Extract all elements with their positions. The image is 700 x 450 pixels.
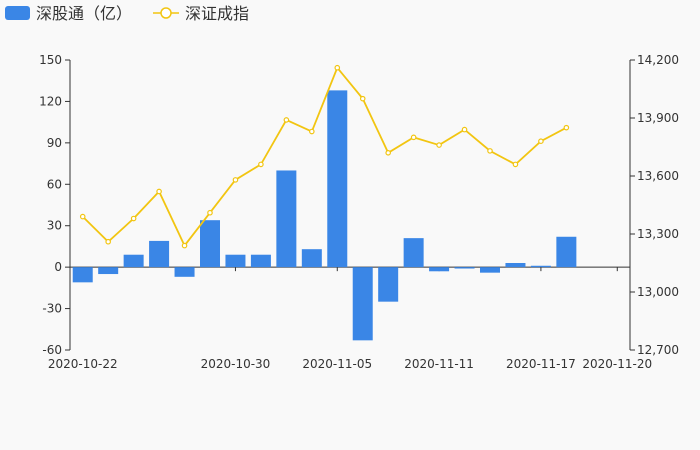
bar xyxy=(200,220,220,268)
bar xyxy=(123,254,144,268)
bar xyxy=(378,267,399,302)
line-series xyxy=(79,64,570,249)
bar xyxy=(225,254,246,268)
y-right-tick-label: 13,900 xyxy=(637,111,679,125)
y-left-tick-label: 90 xyxy=(47,136,62,150)
bar xyxy=(480,267,500,273)
line-point xyxy=(309,128,315,135)
line-point xyxy=(258,161,264,168)
x-tick-label: 2020-11-11 xyxy=(404,357,474,371)
bar xyxy=(149,240,170,268)
line-point xyxy=(283,117,290,123)
y-left-tick-label: 60 xyxy=(47,177,62,191)
legend: 深股通（亿） 深证成指 xyxy=(5,4,249,23)
x-tick-label: 2020-11-05 xyxy=(302,357,372,371)
y-right-tick-label: 12,700 xyxy=(637,343,679,357)
bar xyxy=(429,267,450,272)
line-point xyxy=(207,209,213,216)
bar xyxy=(327,90,348,268)
bar xyxy=(276,170,297,268)
legend-label-line: 深证成指 xyxy=(185,4,249,23)
line-point xyxy=(461,126,468,133)
line-point xyxy=(512,161,519,168)
line-point xyxy=(436,142,442,148)
y-right-tick-label: 13,300 xyxy=(637,227,679,241)
x-tick-label: 2020-10-30 xyxy=(201,357,271,371)
bar xyxy=(250,254,271,268)
line-point xyxy=(156,188,162,195)
legend-label-bar: 深股通（亿） xyxy=(36,4,132,23)
legend-swatch-bar xyxy=(5,6,30,20)
bar xyxy=(98,267,119,275)
y-right-tick-label: 13,000 xyxy=(637,285,679,299)
x-tick-label: 2020-11-20 xyxy=(582,357,652,371)
y-left-tick-label: 120 xyxy=(39,94,62,108)
bar xyxy=(505,263,526,268)
y-left-tick-label: 0 xyxy=(54,260,62,274)
line-point xyxy=(79,213,86,220)
line-point xyxy=(105,238,111,245)
y-right-tick-label: 13,600 xyxy=(637,169,679,183)
y-right-tick-label: 14,200 xyxy=(637,53,679,67)
line-point xyxy=(359,95,366,102)
line-point xyxy=(334,64,341,71)
y-left-tick-label: -60 xyxy=(42,343,62,357)
bar xyxy=(530,265,551,268)
line-point xyxy=(130,215,137,222)
line-point xyxy=(385,150,391,156)
y-left-tick-label: -30 xyxy=(42,302,62,316)
line-point xyxy=(487,148,493,154)
y-left-tick-label: 150 xyxy=(39,53,62,67)
y-left-tick-label: 30 xyxy=(47,219,62,233)
bar-series xyxy=(72,90,577,341)
line-point xyxy=(538,138,544,145)
line-point xyxy=(563,124,570,131)
bar xyxy=(352,267,373,341)
bar xyxy=(454,267,475,269)
line-point xyxy=(232,177,239,183)
bar xyxy=(174,267,195,277)
bar xyxy=(403,238,424,268)
bar xyxy=(72,267,93,283)
x-tick-label: 2020-10-22 xyxy=(48,357,118,371)
x-tick-label: 2020-11-17 xyxy=(506,357,576,371)
line-path xyxy=(82,65,567,248)
legend-swatch-marker xyxy=(160,7,172,19)
axes: 150 120 90 60 30 0 -30 -60 14,200 13,900 13,600 13,… xyxy=(39,53,679,371)
line-point xyxy=(181,242,188,249)
bar xyxy=(301,249,322,268)
bar xyxy=(556,236,577,268)
line-point xyxy=(410,134,417,141)
